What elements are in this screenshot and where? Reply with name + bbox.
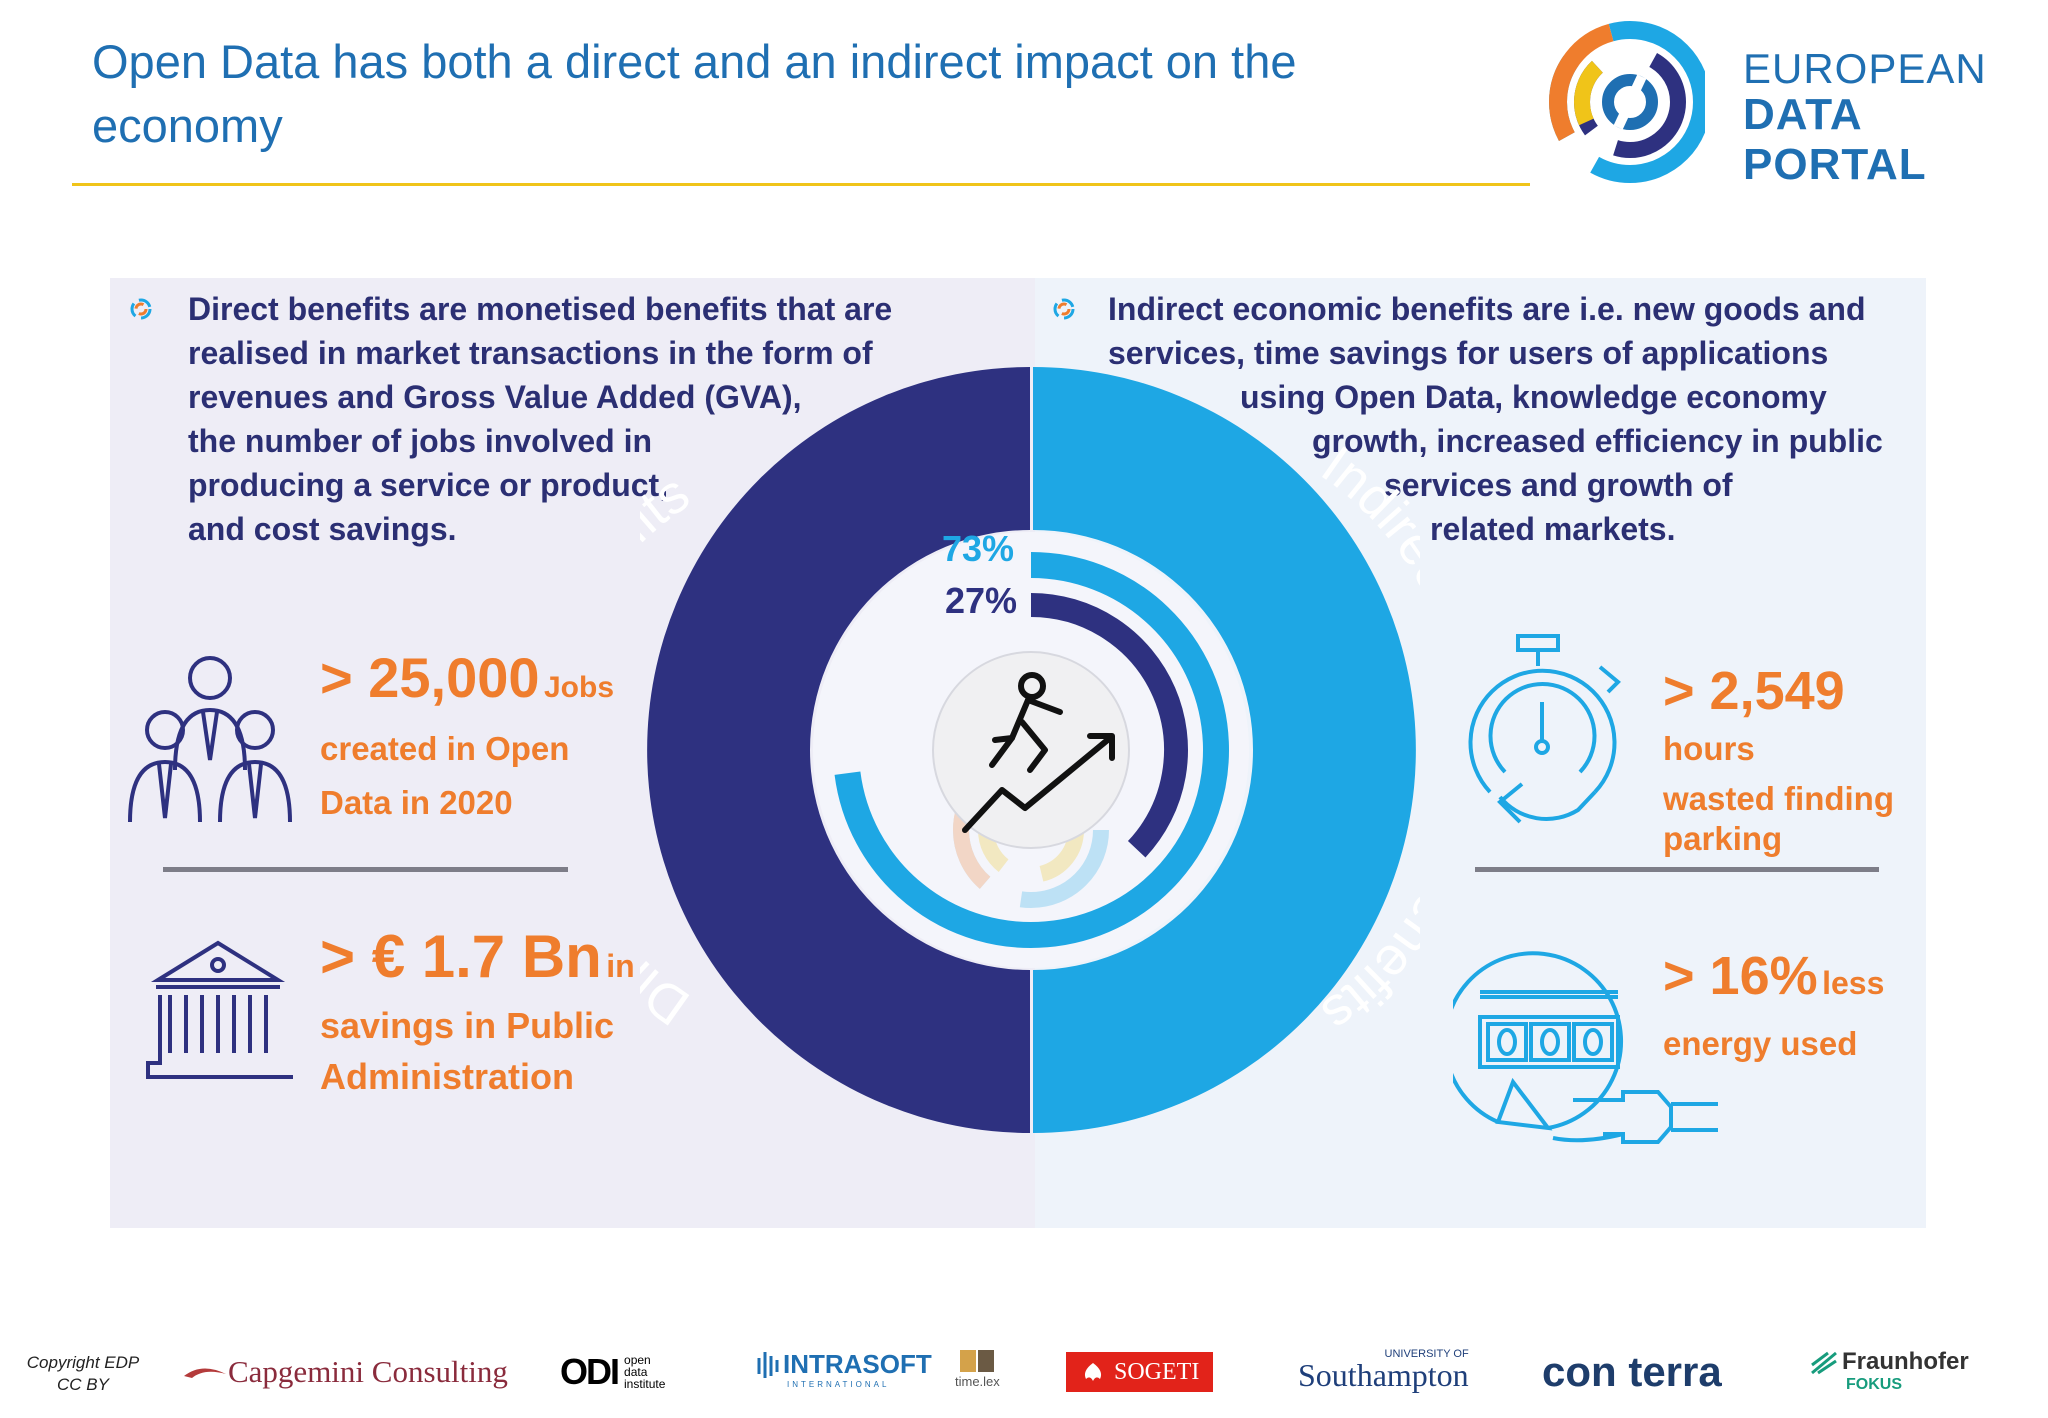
stopwatch-icon: [1468, 634, 1621, 824]
indirect-share-label: 73%: [942, 528, 1015, 569]
people-group-icon: [128, 656, 292, 823]
share-rings: [834, 552, 1229, 948]
title-line-2: economy: [92, 99, 283, 152]
odi-mark: ODI: [560, 1351, 620, 1392]
parking-caption-line: hours: [1663, 730, 1755, 767]
direct-outer-ring: [647, 367, 1030, 1133]
description-line: Indirect economic benefits are i.e. new …: [1108, 291, 1866, 327]
partner-logo-capgemini: Capgemini Consulting: [182, 1348, 508, 1396]
partner-name: Capgemini Consulting: [228, 1354, 508, 1389]
running-person-icon: [962, 672, 1115, 833]
copyright-line: CC BY: [57, 1375, 109, 1394]
jobs-caption-line: created in Open: [320, 730, 570, 767]
title-line-1: Open Data has both a direct and an indir…: [92, 35, 1297, 88]
jobs-caption-line: Data in 2020: [320, 784, 513, 821]
direct-share-arc: [1030, 593, 1188, 858]
european-data-portal-logo: [1549, 21, 1705, 183]
partner-subtitle: INTERNATIONAL: [787, 1380, 890, 1389]
partner-name: SOGETI: [1114, 1358, 1200, 1385]
partner-name: Fraunhofer: [1842, 1348, 1969, 1375]
energy-meter-icon: [1453, 951, 1718, 1144]
description-line: growth, increased efficiency in public: [1312, 423, 1883, 459]
description-line: producing a service or product,: [188, 467, 669, 503]
partner-name: open data institute: [624, 1353, 666, 1391]
indirect-outer-ring: [1033, 367, 1416, 1133]
energy-value: > 16%: [1663, 946, 1818, 1006]
description-line: realised in market transactions in the f…: [188, 335, 873, 371]
page-title: Open Data has both a direct and an indir…: [92, 30, 1432, 158]
description-line: services and growth of: [1384, 467, 1733, 503]
partner-logo-odi: ODI open data institute: [560, 1348, 676, 1396]
stat-divider: [163, 867, 568, 872]
fraunhofer-stripes-icon: [1811, 1351, 1837, 1375]
title-underline: [72, 183, 1530, 186]
partner-subtitle: FOKUS: [1846, 1376, 1902, 1393]
copyright-note: Copyright EDP CC BY: [18, 1352, 148, 1396]
bullet-logo-icon: [130, 298, 152, 320]
description-line: revenues and Gross Value Added (GVA),: [188, 379, 802, 415]
partner-subtitle: UNIVERSITY OF: [1384, 1348, 1469, 1360]
sogeti-spade-icon: [1084, 1363, 1102, 1381]
partner-logo-sogeti: SOGETI: [1066, 1352, 1214, 1392]
jobs-unit: Jobs: [544, 671, 615, 704]
direct-share-label: 27%: [945, 580, 1018, 621]
logo-text-european: EUROPEAN: [1743, 45, 1987, 92]
description-line: related markets.: [1430, 511, 1676, 547]
savings-stat: > € 1.7 Bn in: [320, 922, 635, 991]
savings-caption-line: Administration: [320, 1056, 575, 1097]
energy-caption-line: energy used: [1663, 1025, 1858, 1062]
partner-logo-intrasoft: INTRASOFT INTERNATIONAL: [755, 1348, 932, 1396]
copyright-line: Copyright EDP: [26, 1353, 140, 1372]
partner-logo-conterra: con terra: [1542, 1348, 1722, 1396]
savings-unit: in: [606, 948, 635, 984]
partner-name: time.lex: [955, 1374, 1000, 1389]
logo-text-data-portal: DATA PORTAL: [1743, 90, 1927, 189]
direct-benefits-description: Direct benefits are monetised benefits t…: [188, 287, 948, 551]
partner-logo-southampton: UNIVERSITY OF Southampton: [1298, 1348, 1469, 1396]
savings-caption-line: savings in Public: [320, 1005, 615, 1046]
description-line: and cost savings.: [188, 511, 457, 547]
description-line: the number of jobs involved in: [188, 423, 653, 459]
stat-divider: [1475, 867, 1879, 872]
jobs-value: > 25,000: [320, 646, 540, 709]
parking-caption-line: parking: [1663, 820, 1783, 857]
indirect-benefits-description: Indirect economic benefits are i.e. new …: [1108, 287, 1908, 551]
bullet-logo-icon: [1053, 298, 1075, 320]
description-line: Direct benefits are monetised benefits t…: [188, 291, 893, 327]
description-line: services, time savings for users of appl…: [1108, 335, 1829, 371]
partner-name: Southampton: [1298, 1357, 1469, 1393]
energy-unit: less: [1822, 965, 1885, 1001]
timelex-mark-icon: [960, 1350, 995, 1372]
parking-caption-line: wasted finding: [1663, 780, 1894, 817]
indirect-share-arc: [834, 552, 1229, 948]
government-building-icon: [146, 940, 293, 1079]
savings-value: > € 1.7 Bn: [320, 923, 602, 990]
intrasoft-bars-icon: [757, 1352, 779, 1378]
description-line: using Open Data, knowledge economy: [1240, 379, 1827, 415]
partner-logo-timelex: time.lex: [955, 1348, 1000, 1396]
capgemini-spade-icon: [184, 1368, 226, 1378]
energy-stat: > 16% less: [1663, 945, 1884, 1007]
jobs-stat: > 25,000 Jobs: [320, 645, 614, 710]
partner-name: INTRASOFT: [783, 1348, 932, 1379]
benefits-donut-chart: Direct economic benefits Indirect econom…: [640, 367, 1420, 1133]
parking-hours-value: > 2,549: [1663, 661, 1845, 721]
partner-logo-fraunhofer: Fraunhofer FOKUS: [1810, 1348, 1969, 1396]
partner-name: con terra: [1542, 1348, 1722, 1395]
